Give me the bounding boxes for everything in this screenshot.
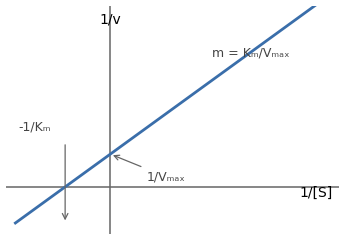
Text: 1/Vₘₐₓ: 1/Vₘₐₓ [114, 155, 185, 183]
Text: 1/v: 1/v [99, 12, 121, 26]
Text: -1/Kₘ: -1/Kₘ [19, 120, 51, 133]
Text: 1/[S]: 1/[S] [299, 186, 333, 200]
Text: m = Kₘ/Vₘₐₓ: m = Kₘ/Vₘₐₓ [212, 47, 289, 60]
